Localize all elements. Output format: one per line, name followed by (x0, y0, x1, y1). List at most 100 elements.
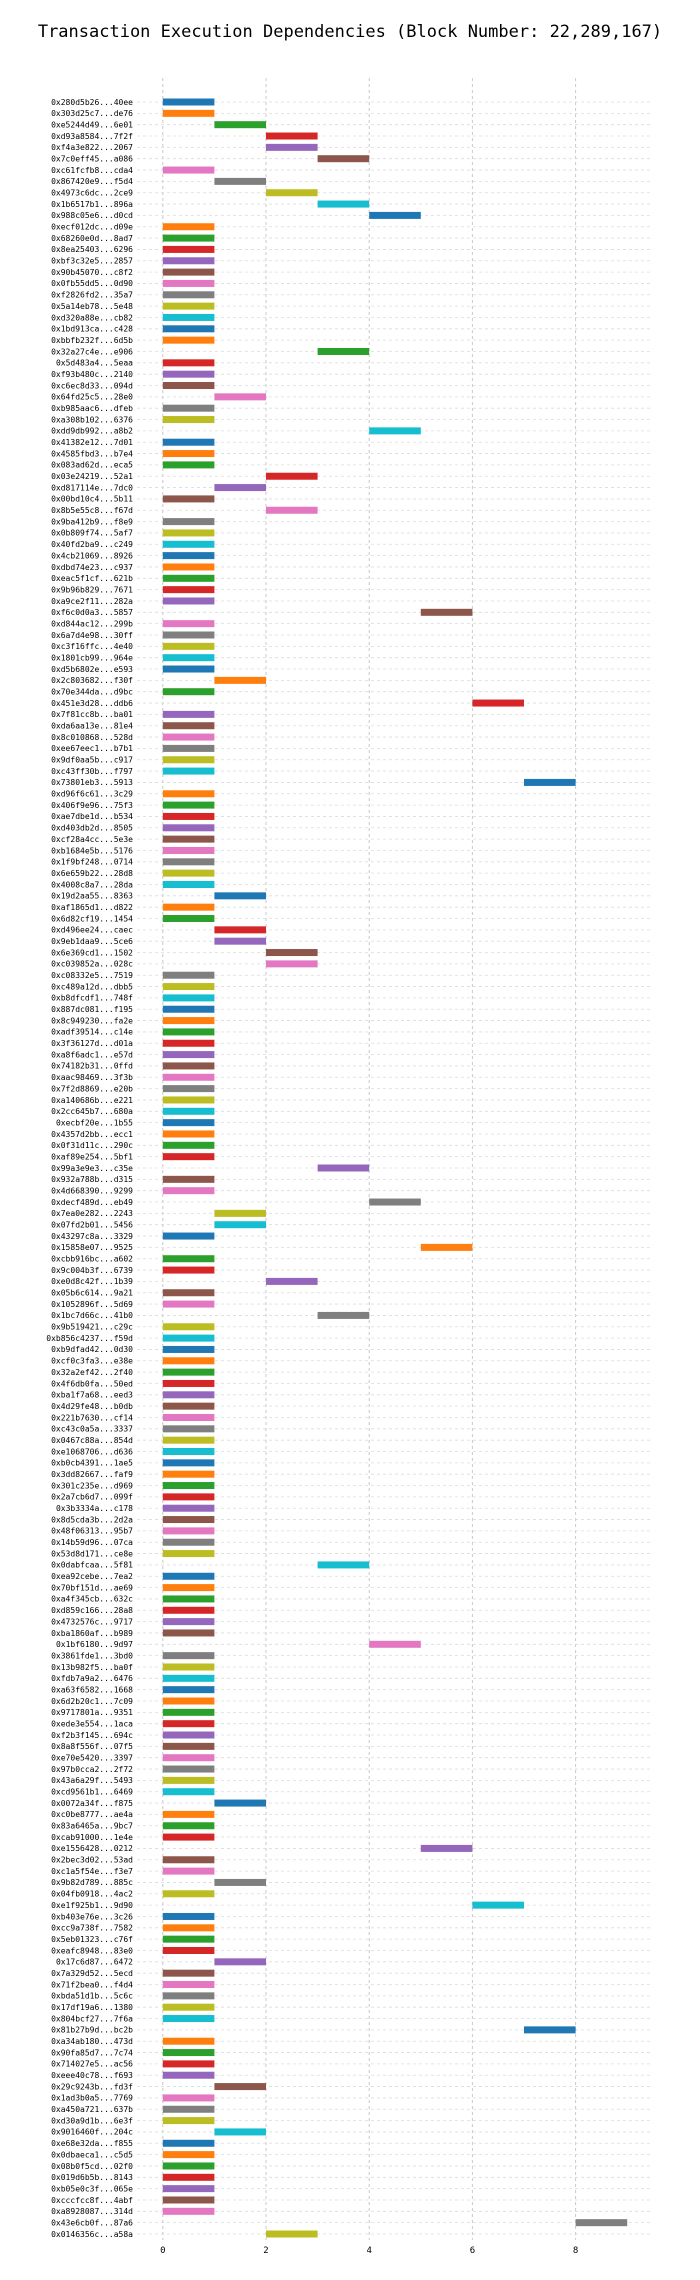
transaction-bar (162, 1085, 215, 1093)
transaction-label: 0x9016460f...204c (51, 2128, 133, 2137)
transaction-label: 0xb985aac6...dfeb (51, 404, 133, 413)
transaction-label: 0xd30a9d1b...6e3f (51, 2116, 133, 2125)
transaction-bar (162, 2162, 215, 2170)
transaction-bar (162, 109, 215, 117)
transaction-bar (162, 1153, 215, 1161)
transaction-bar (162, 1425, 215, 1433)
transaction-label: 0x74182b31...0ffd (51, 1062, 133, 1071)
transaction-bar (162, 1255, 215, 1263)
transaction-bar (162, 450, 215, 458)
transaction-label: 0x1ad3b0a5...7769 (51, 2094, 133, 2103)
transaction-label: 0x8b5e55c8...f67d (51, 506, 133, 515)
transaction-bar (162, 2151, 215, 2159)
transaction-bar (162, 1448, 215, 1456)
transaction-label: 0xfdb7a9a2...6476 (51, 1674, 133, 1683)
transaction-label: 0x0dbaeca1...c5d5 (51, 2150, 133, 2159)
transaction-label: 0x70e344da...d9bc (51, 688, 133, 697)
transaction-bar (162, 552, 215, 560)
transaction-bar (214, 1209, 266, 1217)
x-tick-label: 2 (263, 2246, 268, 2256)
transaction-bar (266, 1277, 318, 1285)
transaction-label: 0x7c0eff45...a086 (51, 155, 133, 164)
transaction-label: 0xcab91000...1e4e (51, 1833, 133, 1842)
transaction-bar (162, 2105, 215, 2113)
transaction-label: 0xb0cb4391...1ae5 (51, 1459, 133, 1468)
transaction-label: 0xe68e32da...f855 (51, 2139, 133, 2148)
transaction-bar (162, 1788, 215, 1796)
transaction-label: 0x6d2b20c1...7c09 (51, 1697, 133, 1706)
transaction-bar (162, 710, 215, 718)
transaction-bar (162, 1946, 215, 1954)
transaction-label: 0x5eb01323...c76f (51, 1935, 133, 1944)
transaction-label: 0xd5b6802e...e593 (51, 665, 133, 674)
transaction-label: 0xecbf20e...1b55 (56, 1118, 133, 1127)
transaction-bar (162, 1674, 215, 1682)
transaction-label: 0x0467c88a...854d (51, 1436, 133, 1445)
transaction-label: 0x8a8f556f...07f5 (51, 1742, 133, 1751)
transaction-bar (162, 166, 215, 174)
transaction-bar (162, 1720, 215, 1728)
transaction-bar (524, 778, 576, 786)
transaction-bar (420, 1844, 473, 1852)
transaction-label: 0xdbd74e23...c937 (51, 563, 133, 572)
transaction-label: 0xa34ab180...473d (51, 2037, 133, 2046)
transaction-bar (214, 1799, 266, 1807)
transaction-bar (162, 313, 215, 321)
transaction-bar (266, 132, 318, 140)
transaction-label: 0x4973c6dc...2ce9 (51, 189, 133, 198)
transaction-bar (162, 654, 215, 662)
transaction-bar (162, 983, 215, 991)
transaction-bar (162, 1323, 215, 1331)
transaction-label: 0x9b519421...c29c (51, 1323, 133, 1332)
transaction-label: 0x41382e12...7d01 (51, 438, 133, 447)
transaction-label: 0xea92cebe...7ea2 (51, 1572, 133, 1581)
transaction-bar (162, 1175, 215, 1183)
transaction-label: 0x5a14eb78...5e48 (51, 302, 133, 311)
transaction-bar (162, 1504, 215, 1512)
transaction-label: 0x4008c8a7...28da (51, 880, 133, 889)
transaction-bar (162, 1731, 215, 1739)
transaction-label: 0xe70e5420...3397 (51, 1754, 133, 1763)
transaction-bar (369, 211, 421, 219)
transaction-bar (162, 2196, 215, 2204)
transaction-bar (472, 1901, 524, 1909)
transaction-bar (162, 880, 215, 888)
transaction-label: 0x3861fde1...3bd0 (51, 1651, 133, 1660)
transaction-bar (266, 472, 318, 480)
transaction-bar (162, 1232, 215, 1240)
label-layer: 0x280d5b26...40ee 0x303d25c7...de76 0xe524… (46, 98, 133, 2239)
transaction-bar (162, 518, 215, 526)
transaction-bar (162, 1890, 215, 1898)
transaction-bar (162, 1300, 215, 1308)
transaction-bar (162, 2139, 215, 2147)
transaction-bar (162, 1130, 215, 1138)
transaction-label: 0xaf89e254...5bf1 (51, 1152, 133, 1161)
transaction-bar (162, 1516, 215, 1524)
transaction-bar (266, 960, 318, 968)
transaction-bar (162, 257, 215, 265)
transaction-label: 0x99a3e9e3...c35e (51, 1164, 133, 1173)
transaction-label: 0x00bd10c4...5b11 (51, 495, 133, 504)
transaction-bar (162, 586, 215, 594)
transaction-bar (266, 2230, 318, 2238)
transaction-bar (162, 279, 215, 287)
transaction-bar (162, 1924, 215, 1932)
transaction-label: 0xee67eec1...b7b1 (51, 744, 133, 753)
transaction-label: 0xd96f6c61...3c29 (51, 790, 133, 799)
transaction-label: 0xeee40c78...f693 (51, 2071, 133, 2080)
transaction-bar (162, 1981, 215, 1989)
transaction-label: 0xd320a88e...cb82 (51, 313, 133, 322)
transaction-bar (266, 143, 318, 151)
transaction-label: 0x17c6d87...6472 (56, 1958, 133, 1967)
transaction-label: 0xc43c0a5a...3337 (51, 1425, 133, 1434)
transaction-label: 0xb856c4237...f59d (46, 1334, 133, 1343)
transaction-label: 0xaac98469...3f3b (51, 1073, 133, 1082)
transaction-label: 0xeafc8948...83e0 (51, 1946, 133, 1955)
transaction-label: 0x83a6465a...9bc7 (51, 1822, 133, 1831)
transaction-label: 0x9b82d789...885c (51, 1878, 133, 1887)
transaction-label: 0x3f36127d...d01a (51, 1039, 133, 1048)
transaction-bar (162, 1776, 215, 1784)
transaction-bar (162, 563, 215, 571)
transaction-bar (162, 404, 215, 412)
transaction-bar (162, 382, 215, 390)
